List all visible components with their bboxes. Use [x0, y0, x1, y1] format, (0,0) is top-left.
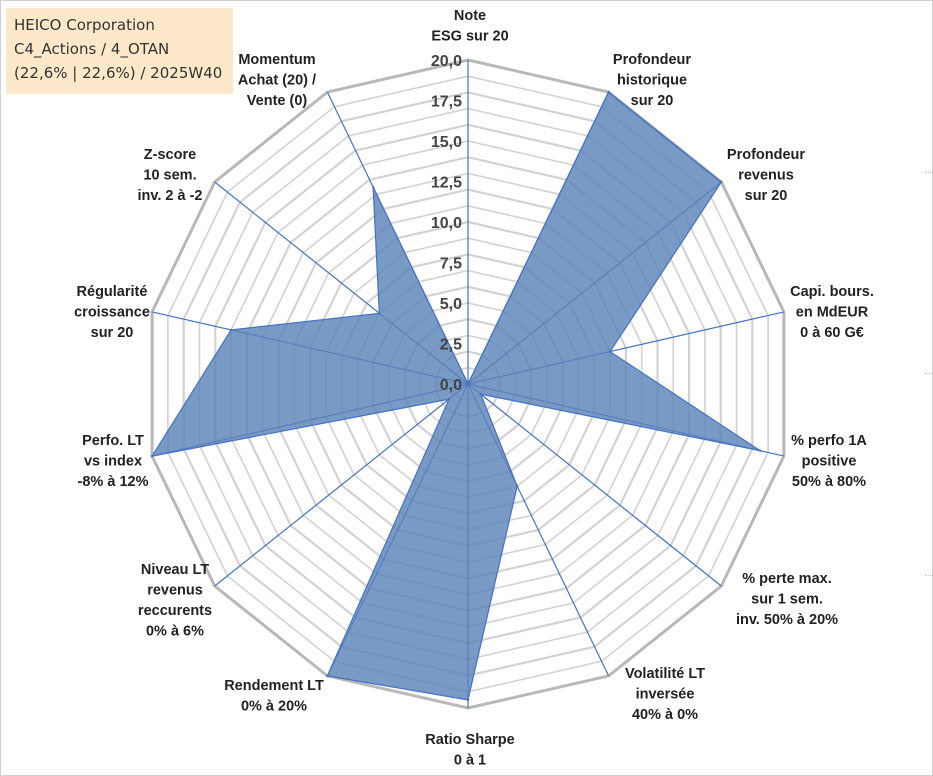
portfolio-path: C4_Actions / 4_OTAN [14, 40, 170, 58]
right-edge-tick [925, 172, 933, 173]
data-point [150, 454, 154, 458]
category-label-line: Profondeur [727, 147, 805, 163]
category-label: Rendement LT 0% à 20% [224, 678, 324, 715]
tick-label: 7,5 [440, 256, 462, 273]
category-label: Régularité croissance sur 20 [74, 284, 150, 341]
category-label: % perte max. sur 1 sem. inv. 50% à 20% [736, 571, 838, 628]
radar-axis-spoke [214, 383, 469, 587]
category-label-line: 40% à 0% [632, 707, 698, 723]
category-label: Capi. bours. en MdEUR 0 à 60 G€ [790, 284, 874, 341]
category-label: Volatilité LT inversée 40% à 0% [625, 666, 705, 723]
category-label-line: sur 20 [91, 325, 134, 341]
category-label-line: positive [802, 454, 857, 470]
category-label-line: Régularité [77, 284, 148, 300]
category-label-line: 50% à 80% [792, 474, 866, 490]
category-label-line: reccurents [138, 603, 212, 619]
data-point [607, 90, 610, 94]
tick-label: 0,0 [440, 377, 462, 394]
tick-label: 17,5 [431, 94, 462, 111]
category-label: % perfo 1A positive 50% à 80% [791, 433, 867, 490]
category-label-line: Ratio Sharpe [425, 732, 514, 748]
tick-label: 5,0 [440, 296, 462, 313]
category-label-line: Niveau LT [141, 562, 209, 578]
category-label-line: sur 20 [631, 93, 674, 109]
category-label-line: vs index [84, 454, 142, 470]
right-edge-tick [925, 373, 933, 374]
right-edge-tick [925, 575, 933, 576]
data-point [516, 485, 519, 488]
category-label-line: Achat (20) / [238, 73, 316, 89]
data-point [479, 392, 482, 396]
category-label-line: Capi. bours. [790, 284, 874, 300]
category-label-line: 0% à 6% [146, 624, 204, 640]
category-label-line: ESG sur 20 [431, 29, 508, 45]
category-label-line: Volatilité LT [625, 666, 705, 682]
category-label-line: 0 à 60 G€ [800, 325, 864, 341]
radial-tick-labels: 0,0 2,5 5,0 7,5 10,0 12,5 15,0 17,5 20,0 [431, 53, 462, 394]
category-label: Profondeur historique sur 20 [613, 52, 691, 109]
data-point [608, 350, 612, 353]
category-label-line: % perte max. [742, 571, 831, 587]
radar-axis-spoke [467, 383, 722, 587]
category-label: Perfo. LT vs index -8% à 12% [78, 433, 149, 490]
tick-label: 10,0 [431, 215, 462, 232]
data-point [759, 449, 762, 452]
data-point [229, 328, 233, 332]
category-label-line: revenus [738, 168, 794, 184]
category-label-line: en MdEUR [796, 305, 869, 321]
category-label-line: revenus [147, 583, 203, 599]
category-label-line: sur 1 sem. [751, 592, 823, 608]
data-point [378, 312, 381, 315]
category-label-line: 0 à 1 [454, 753, 486, 769]
category-label-line: -8% à 12% [78, 474, 149, 490]
category-label-line: Vente (0) [247, 93, 308, 109]
category-label: Niveau LT revenus reccurents 0% à 6% [138, 562, 212, 640]
category-label-line: 10 sem. [143, 168, 196, 184]
company-name: HEICO Corporation [14, 16, 155, 34]
category-label-line: Perfo. LT [82, 433, 144, 449]
category-label-line: inv. 50% à 20% [736, 612, 838, 628]
performance-week: (22,6% | 22,6%) / 2025W40 [14, 64, 223, 82]
tick-label: 12,5 [431, 175, 462, 192]
category-label-line: inversée [636, 687, 695, 703]
category-label-line: Rendement LT [224, 678, 324, 694]
radar-series [150, 90, 762, 702]
category-label: Profondeur revenus sur 20 [727, 147, 805, 204]
data-point [466, 382, 470, 386]
category-label-line: Note [454, 8, 486, 24]
data-point [447, 398, 451, 401]
category-label-line: Z-score [144, 147, 196, 163]
tick-label: 2,5 [440, 337, 462, 354]
category-label-line: historique [617, 73, 687, 89]
data-point [466, 698, 470, 702]
category-label: Z-score 10 sem. inv. 2 à -2 [137, 147, 202, 204]
category-label: Momentum Achat (20) / Vente (0) [238, 52, 316, 109]
category-label: Note ESG sur 20 [431, 8, 508, 45]
category-labels: Note ESG sur 20 Profondeur historique sur 20… [74, 8, 874, 769]
category-label-line: % perfo 1A [791, 433, 867, 449]
data-point [326, 674, 329, 678]
tick-label: 15,0 [431, 134, 462, 151]
chart-info-box: HEICO Corporation C4_Actions / 4_OTAN (2… [6, 8, 233, 94]
category-label-line: Momentum [238, 52, 315, 68]
category-label: Ratio Sharpe 0 à 1 [425, 732, 514, 769]
category-label-line: sur 20 [745, 188, 788, 204]
category-label-line: Profondeur [613, 52, 691, 68]
tick-label: 20,0 [431, 53, 462, 70]
category-label-line: 0% à 20% [241, 699, 307, 715]
category-label-line: croissance [74, 305, 150, 321]
category-label-line: inv. 2 à -2 [137, 188, 202, 204]
data-point [720, 180, 723, 184]
data-point [371, 185, 375, 189]
